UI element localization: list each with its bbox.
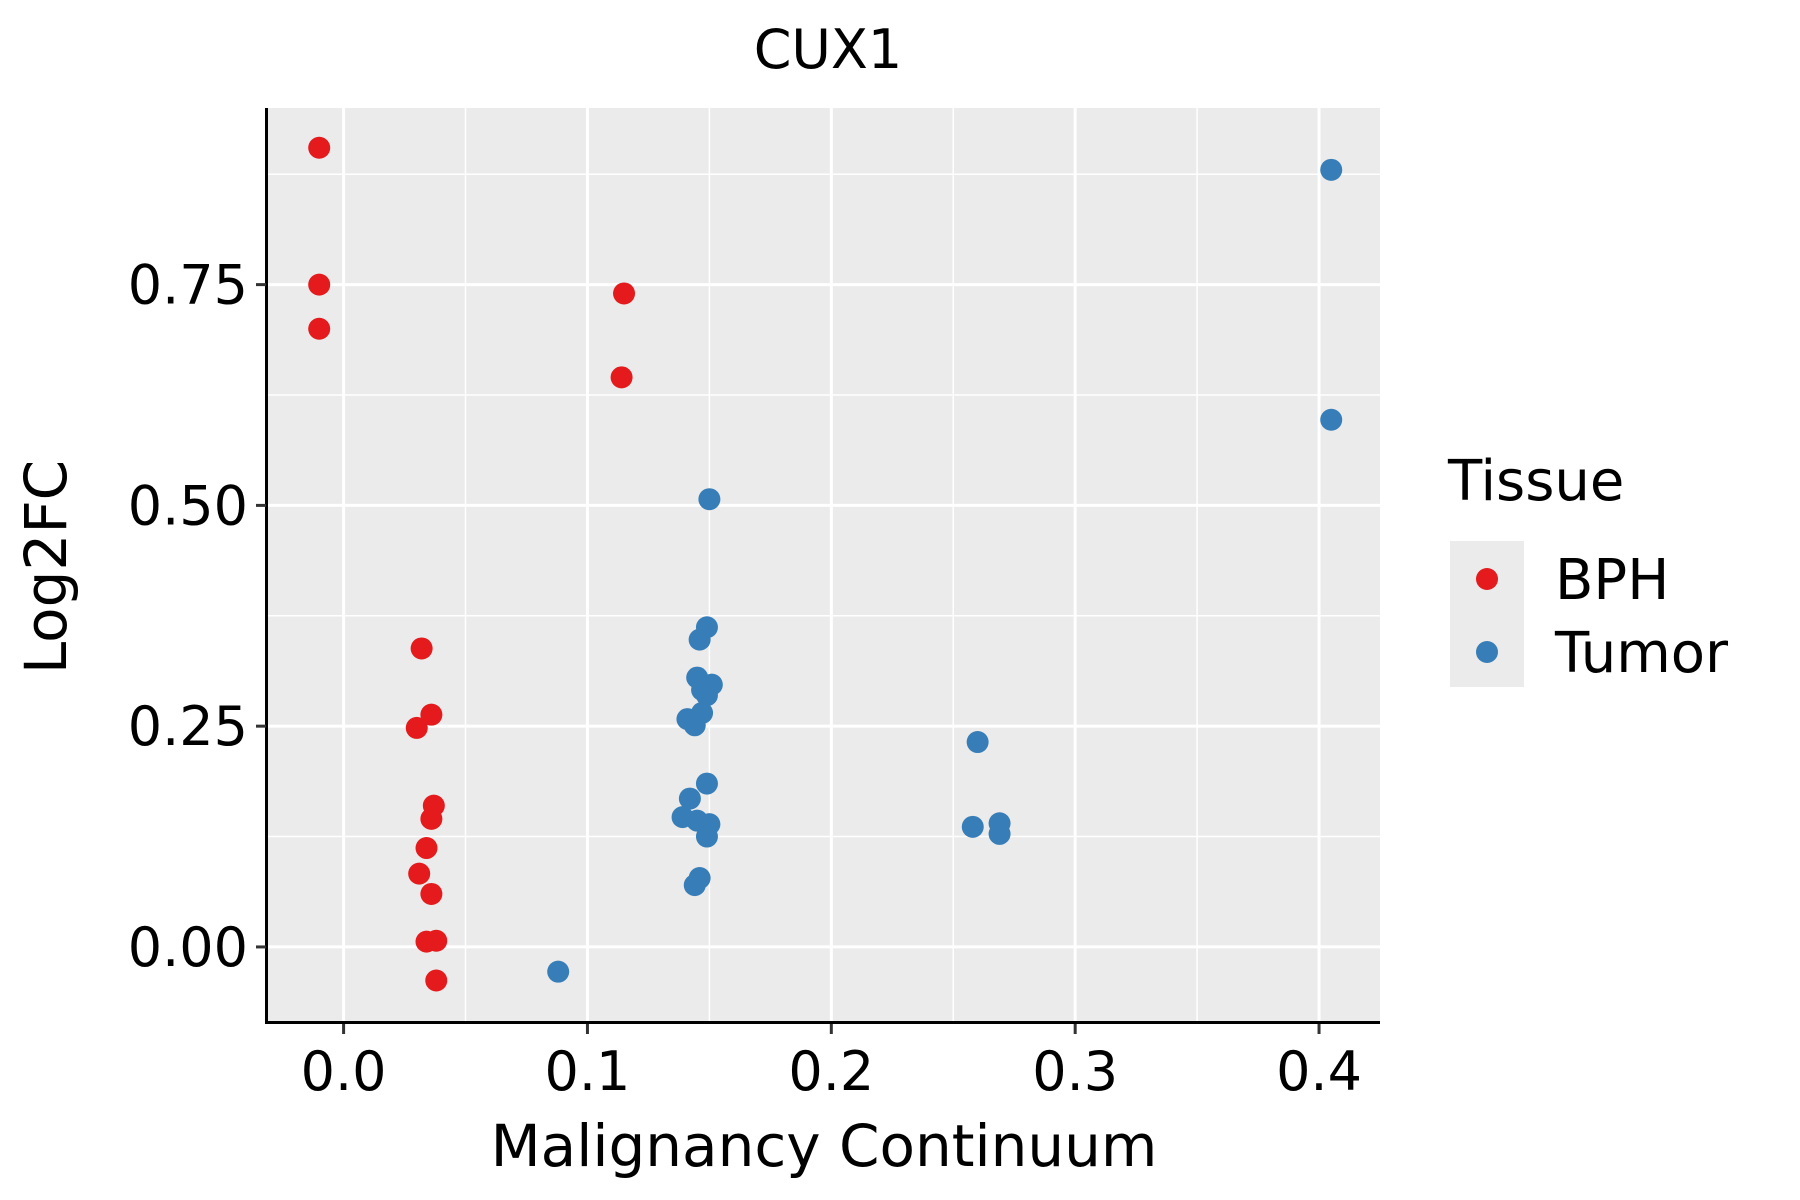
legend-key-bg xyxy=(1450,541,1524,687)
legend-label-bph: BPH xyxy=(1555,548,1669,613)
point-tumor xyxy=(966,731,989,754)
point-bph xyxy=(420,882,443,905)
point-bph xyxy=(415,837,438,860)
grid-minor xyxy=(268,108,1380,1022)
point-tumor xyxy=(688,628,711,651)
grid-major xyxy=(268,108,1380,1022)
y-tick-label: 0.00 xyxy=(128,916,248,979)
legend: Tissue BPH Tumor xyxy=(1447,449,1729,687)
point-bph xyxy=(308,136,331,159)
x-tick-label: 0.3 xyxy=(1032,1040,1118,1103)
point-bph xyxy=(610,366,633,389)
point-bph xyxy=(308,317,331,340)
point-bph xyxy=(420,807,443,830)
point-bph xyxy=(408,862,431,885)
y-tick-label: 0.75 xyxy=(128,254,248,317)
chart-title: CUX1 xyxy=(754,18,903,81)
point-tumor xyxy=(698,488,721,511)
point-bph xyxy=(405,716,428,739)
point-tumor xyxy=(1320,158,1343,181)
legend-title: Tissue xyxy=(1447,449,1624,514)
y-tick-label: 0.25 xyxy=(128,695,248,758)
point-tumor xyxy=(988,822,1011,845)
point-tumor xyxy=(1320,408,1343,431)
legend-key-bph xyxy=(1476,568,1498,590)
data-points xyxy=(308,136,1343,992)
legend-label-tumor: Tumor xyxy=(1554,621,1729,686)
point-bph xyxy=(410,637,433,660)
point-tumor xyxy=(695,772,718,795)
y-tick-label: 0.50 xyxy=(128,474,248,537)
point-bph xyxy=(425,929,448,952)
point-tumor xyxy=(547,960,570,983)
point-bph xyxy=(308,273,331,296)
x-tick-label: 0.1 xyxy=(545,1040,631,1103)
y-ticks: 0.00 0.25 0.50 0.75 xyxy=(128,254,266,979)
point-bph xyxy=(613,282,636,305)
point-bph xyxy=(420,703,443,726)
point-tumor xyxy=(961,815,984,838)
point-tumor xyxy=(695,684,718,707)
x-tick-label: 0.0 xyxy=(301,1040,387,1103)
point-tumor xyxy=(683,714,706,737)
legend-items: BPH Tumor xyxy=(1476,548,1729,686)
legend-key-tumor xyxy=(1476,641,1498,663)
x-tick-label: 0.4 xyxy=(1276,1040,1362,1103)
x-ticks: 0.0 0.1 0.2 0.3 0.4 xyxy=(301,1024,1362,1103)
point-tumor xyxy=(678,787,701,810)
x-axis-title: Malignancy Continuum xyxy=(491,1112,1158,1180)
point-bph xyxy=(425,969,448,992)
plot-panel xyxy=(268,108,1380,1022)
x-tick-label: 0.2 xyxy=(788,1040,874,1103)
point-tumor xyxy=(683,874,706,897)
point-tumor xyxy=(695,825,718,848)
y-axis-title: Log2FC xyxy=(12,460,80,674)
